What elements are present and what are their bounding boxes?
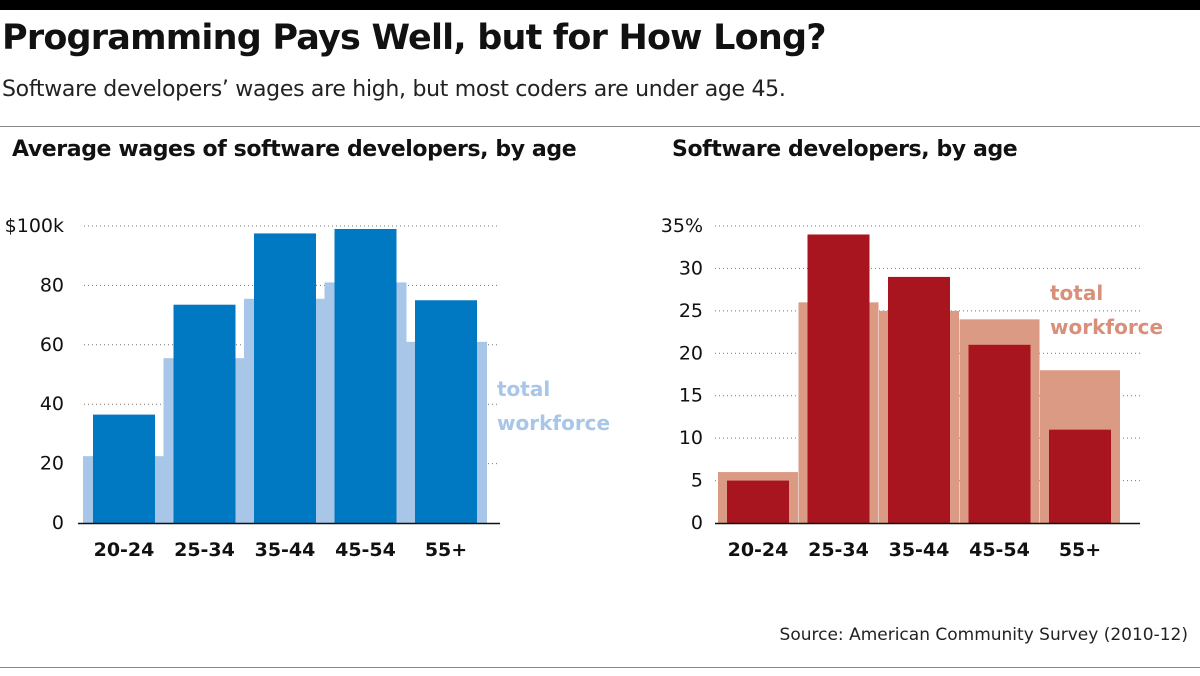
share-category-label: 35-44	[889, 539, 950, 561]
share-developer-bar	[1049, 429, 1111, 523]
wages-developer-bar	[93, 414, 155, 523]
share-ytick-label: 0	[691, 512, 703, 534]
share-ytick-label: 10	[679, 427, 703, 449]
share-workforce-annotation: workforce	[1050, 315, 1163, 339]
share-ytick-label: 30	[679, 257, 703, 279]
bottom-divider	[0, 667, 1200, 668]
share-ytick-label: 20	[679, 342, 703, 364]
wages-category-label: 35-44	[255, 539, 316, 561]
wages-category-label: 25-34	[174, 539, 235, 561]
wages-developer-bar	[173, 304, 236, 523]
wages-developer-bar	[334, 228, 397, 523]
share-ytick-label: 25	[679, 300, 703, 322]
share-workforce-annotation: total	[1050, 281, 1103, 305]
wages-ytick-label: $100k	[5, 215, 64, 237]
wages-category-label: 55+	[425, 539, 467, 561]
top-bar	[0, 0, 1200, 10]
wages-by-age-chart: 0 20 40 60 80 $100k 20-24 25-34 35-44 45-54 55+ tot…	[5, 215, 610, 561]
share-category-label: 20-24	[728, 539, 789, 561]
share-ytick-label: 5	[691, 470, 703, 492]
wages-ytick-label: 20	[40, 453, 64, 475]
wages-workforce-annotation: workforce	[497, 411, 610, 435]
share-ytick-label: 15	[679, 385, 703, 407]
wages-developer-bar	[254, 233, 316, 524]
share-category-label: 55+	[1059, 539, 1101, 561]
share-developer-bar	[727, 480, 789, 523]
wages-workforce-annotation: total	[497, 377, 550, 401]
page-subtitle: Software developers’ wages are high, but…	[2, 77, 786, 102]
wages-chart-title: Average wages of software developers, by…	[12, 137, 577, 162]
wages-category-label: 45-54	[335, 539, 396, 561]
wages-ytick-label: 60	[40, 334, 64, 356]
share-chart-title: Software developers, by age	[672, 137, 1018, 162]
wages-ytick-label: 0	[52, 512, 64, 534]
share-ytick-label: 35%	[661, 215, 703, 237]
wages-ytick-label: 80	[40, 274, 64, 296]
wages-developer-bar	[415, 300, 477, 523]
wages-ytick-label: 40	[40, 393, 64, 415]
share-developer-bar	[888, 276, 950, 523]
share-developer-bar	[807, 234, 870, 523]
share-category-label: 45-54	[969, 539, 1030, 561]
source-note: Source: American Community Survey (2010-…	[779, 625, 1188, 645]
share-category-label: 25-34	[808, 539, 869, 561]
developers-by-age-chart: 0 5 10 15 20 25 30 35% 20-24 25-34 35-44 45-54 55+ to…	[661, 215, 1163, 561]
top-divider	[0, 126, 1200, 127]
wages-category-label: 20-24	[94, 539, 155, 561]
page-title: Programming Pays Well, but for How Long?	[2, 18, 827, 58]
share-developer-bar	[968, 344, 1031, 523]
